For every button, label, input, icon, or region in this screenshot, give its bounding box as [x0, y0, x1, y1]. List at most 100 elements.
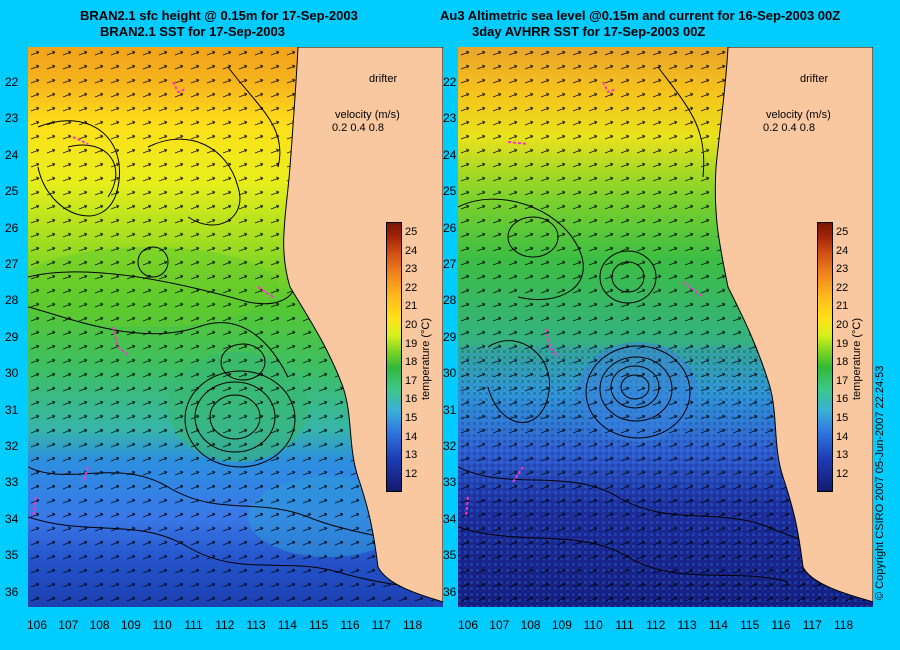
left-lon-label: 108 [89, 618, 110, 632]
right-land-mass [714, 47, 873, 603]
left-colorbar-tick: 15 [405, 412, 418, 424]
right-colorbar-tick: 22 [836, 281, 849, 294]
left-colorbar-tick: 13 [405, 449, 418, 462]
left-colorbar-tick: 14 [405, 430, 418, 443]
left-lon-label: 111 [184, 618, 203, 632]
left-lon-label: 117 [371, 618, 391, 632]
left-land-mass [283, 47, 443, 603]
left-lat-label: 29 [5, 329, 19, 344]
right-colorbar-tick: 24 [836, 244, 849, 257]
right-lon-label: 115 [740, 618, 760, 632]
right-velocity-scale-1: 0.4 [781, 122, 797, 134]
right-velocity-scale: 0.2 0.4 0.8 [763, 122, 815, 134]
right-velocity-scale-2: 0.8 [799, 122, 816, 134]
right-lon-label: 107 [489, 618, 510, 632]
left-lat-label: 31 [5, 402, 19, 417]
left-lon-label: 113 [246, 618, 266, 632]
left-lat-label: 23 [5, 111, 19, 126]
left-lat-label: 28 [5, 293, 19, 308]
right-colorbar-title: temperature (°C) [851, 317, 863, 400]
left-lat-label: 34 [5, 511, 19, 526]
left-map-svg [28, 47, 443, 607]
left-colorbar-title: temperature (°C) [420, 317, 432, 400]
left-panel-title: BRAN2.1 sfc height @ 0.15m for 17-Sep-20… [80, 8, 358, 40]
left-velocity-scale-2: 0.8 [368, 122, 385, 134]
right-lat-label: 34 [443, 511, 457, 526]
right-lat-label: 25 [443, 184, 457, 199]
right-lon-label: 110 [583, 618, 603, 632]
left-drifter-label: drifter [369, 73, 398, 85]
right-colorbar-tick: 18 [836, 356, 849, 369]
left-lat-label: 22 [5, 75, 19, 89]
left-velocity-legend-title: velocity (m/s) [335, 109, 400, 121]
right-lon-label: 111 [615, 618, 634, 632]
left-colorbar-tick: 25 [405, 226, 418, 238]
left-colorbar-tick: 12 [405, 467, 418, 480]
right-title-line1: Au3 Altimetric sea level @0.15m and curr… [440, 8, 841, 23]
left-sst-map [28, 47, 443, 607]
right-temperature-colorbar: 25 24 23 22 21 20 19 18 17 16 15 14 13 12 [817, 222, 848, 492]
left-colorbar-tick: 19 [405, 337, 418, 350]
left-lat-label: 32 [5, 439, 19, 453]
copyright-notice: © Copyright CSIRO 2007 05-Jun-2007 22:24… [874, 365, 886, 600]
right-colorbar-tick: 19 [836, 337, 849, 350]
right-lat-label: 26 [443, 220, 457, 235]
right-lon-label: 106 [457, 618, 479, 632]
right-drifter-legend: drifter [800, 73, 828, 85]
right-velocity-scale-0: 0.2 [763, 122, 779, 134]
right-lat-label: 35 [443, 548, 457, 563]
left-lon-label: 115 [309, 618, 329, 632]
left-lat-label: 30 [5, 366, 19, 381]
right-panel-title: Au3 Altimetric sea level @0.15m and curr… [440, 8, 840, 40]
right-lat-label: 33 [443, 475, 457, 490]
left-colorbar-tick: 20 [405, 319, 418, 331]
left-velocity-scale-0: 0.2 [332, 122, 348, 134]
left-lat-label: 26 [5, 220, 19, 235]
right-lat-label: 29 [443, 329, 457, 344]
right-lat-label: 30 [443, 366, 457, 381]
right-colorbar-tick: 20 [836, 319, 849, 331]
right-colorbar-tick: 21 [836, 300, 849, 313]
right-lon-label: 108 [520, 618, 541, 632]
left-title-line2: BRAN2.1 SST for 17-Sep-2003 [100, 24, 285, 39]
left-lat-label: 35 [5, 548, 19, 563]
right-lat-label: 23 [443, 111, 457, 126]
right-colorbar-tick: 23 [836, 263, 849, 276]
left-colorbar-tick: 22 [405, 281, 418, 294]
left-velocity-scale-1: 0.4 [350, 122, 366, 134]
right-colorbar-tick: 12 [836, 467, 849, 480]
right-title-line2: 3day AVHRR SST for 17-Sep-2003 00Z [472, 24, 706, 39]
left-colorbar-tick: 24 [405, 244, 418, 257]
right-lon-label: 116 [771, 618, 791, 632]
left-colorbar-tick: 17 [405, 374, 418, 387]
right-colorbar-tick: 25 [836, 226, 849, 238]
left-velocity-scale: 0.2 0.4 0.8 [332, 122, 384, 134]
right-lat-label: 36 [443, 584, 457, 599]
left-lon-label: 112 [215, 618, 235, 632]
left-colorbar-tick: 23 [405, 263, 418, 276]
right-lat-label: 31 [443, 402, 457, 417]
right-lat-label: 22 [443, 75, 457, 89]
left-colorbar-tick: 18 [405, 356, 418, 369]
left-lon-label: 114 [277, 618, 297, 632]
right-lon-label: 113 [677, 618, 697, 632]
right-lat-label: 27 [443, 257, 457, 271]
right-colorbar-tick: 15 [836, 412, 849, 424]
right-lon-label: 118 [834, 618, 854, 632]
left-colorbar-tick: 21 [405, 300, 418, 313]
right-lat-label: 32 [443, 439, 457, 453]
left-lon-label: 106 [26, 618, 48, 632]
left-lat-label: 25 [5, 184, 19, 199]
right-drifter-label: drifter [800, 73, 829, 85]
right-lat-label: 24 [443, 147, 457, 162]
left-title-line1: BRAN2.1 sfc height @ 0.15m for 17-Sep-20… [80, 8, 358, 23]
left-lon-label: 116 [340, 618, 360, 632]
right-sst-map [458, 47, 873, 607]
right-lon-label: 117 [802, 618, 822, 632]
left-temperature-colorbar: 25 24 23 22 21 20 19 18 17 16 15 14 13 12 [386, 222, 417, 492]
left-lon-label: 109 [120, 618, 141, 632]
right-colorbar-tick: 13 [836, 449, 849, 462]
right-velocity-legend-title: velocity (m/s) [766, 109, 831, 121]
left-lat-label: 33 [5, 475, 19, 490]
left-lon-label: 110 [152, 618, 172, 632]
